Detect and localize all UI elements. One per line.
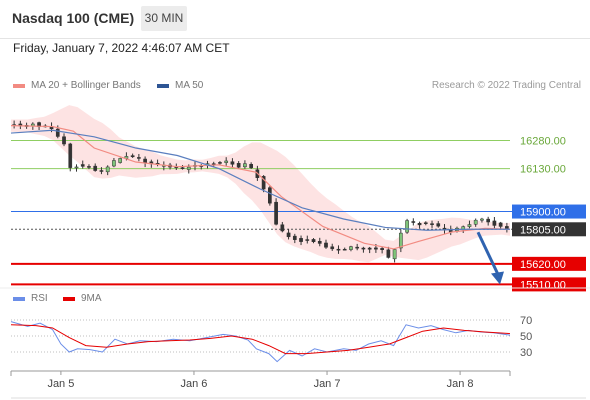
legend-ma50: MA 50 bbox=[157, 80, 203, 91]
candle-body bbox=[342, 248, 347, 251]
candle-body bbox=[55, 128, 60, 137]
candle-body bbox=[436, 223, 441, 227]
rsi-tick-30: 30 bbox=[520, 347, 532, 359]
candlesticks bbox=[12, 120, 509, 263]
candle-body bbox=[392, 249, 397, 260]
ma20-line bbox=[10, 125, 511, 250]
candle-body bbox=[80, 164, 85, 167]
candle-body bbox=[62, 136, 66, 145]
candle-body bbox=[268, 187, 272, 204]
level-badge-2 bbox=[512, 204, 586, 219]
legend-ma50-label: MA 50 bbox=[175, 80, 204, 91]
candle-body bbox=[411, 221, 416, 223]
bollinger-band-area bbox=[11, 105, 510, 263]
candle-body bbox=[417, 223, 422, 226]
candle-body bbox=[336, 248, 341, 251]
forecast-arrow-head bbox=[491, 271, 504, 285]
candle-body bbox=[99, 170, 104, 172]
level-label-1: 16130.00 bbox=[520, 164, 566, 176]
candle-body bbox=[243, 163, 247, 168]
legend-rsi-swatch bbox=[13, 296, 25, 301]
level-label-2: 15900.00 bbox=[520, 207, 566, 219]
copyright-text: Research © 2022 Trading Central bbox=[431, 80, 581, 91]
x-tick-label: Jan 5 bbox=[47, 378, 74, 390]
rsi-ma-line bbox=[10, 324, 511, 355]
candle-body bbox=[230, 161, 235, 165]
candle-body bbox=[473, 219, 478, 225]
level-badge-4 bbox=[512, 256, 586, 271]
level-label-5: 15510.00 bbox=[520, 279, 566, 291]
legend-rsi-ma-label: 9MA bbox=[81, 293, 102, 304]
candle-body bbox=[423, 222, 428, 224]
candle-body bbox=[311, 239, 316, 243]
level-badge-3 bbox=[512, 222, 586, 237]
candle-body bbox=[386, 249, 391, 258]
legend-ma20-label: MA 20 + Bollinger Bands bbox=[31, 80, 141, 91]
x-tick-label: Jan 7 bbox=[314, 378, 341, 390]
candle-body bbox=[498, 222, 503, 227]
candle-body bbox=[292, 235, 297, 240]
candle-body bbox=[280, 224, 285, 232]
rsi-tick-70: 70 bbox=[520, 315, 532, 327]
legend-rsi-label: RSI bbox=[31, 293, 48, 304]
candle-body bbox=[355, 246, 360, 249]
rsi-tick-50: 50 bbox=[520, 331, 532, 343]
candle-body bbox=[112, 160, 116, 167]
chart-datetime: Friday, January 7, 2022 4:46:07 AM CET bbox=[13, 41, 230, 55]
legend-ma20-bb: MA 20 + Bollinger Bands bbox=[13, 80, 141, 91]
candle-body bbox=[186, 166, 191, 170]
candle-body bbox=[180, 167, 185, 169]
level-label-3: 15805.00 bbox=[520, 224, 566, 236]
candle-body bbox=[87, 166, 91, 168]
instrument-title: Nasdaq 100 (CME) bbox=[12, 10, 135, 26]
x-tick-label: Jan 6 bbox=[181, 378, 208, 390]
rsi-line bbox=[10, 321, 511, 363]
chart-header: Nasdaq 100 (CME) 30 MIN bbox=[0, 0, 590, 39]
candle-body bbox=[218, 162, 222, 164]
candle-body bbox=[330, 246, 335, 250]
timeframe-button[interactable]: 30 MIN bbox=[141, 6, 187, 31]
candle-body bbox=[118, 158, 123, 163]
candle-body bbox=[286, 232, 291, 238]
candle-body bbox=[486, 218, 491, 223]
candle-body bbox=[74, 166, 79, 169]
candle-body bbox=[492, 220, 497, 226]
candle-body bbox=[93, 165, 98, 171]
legend-ma20-swatch bbox=[13, 83, 25, 88]
candle-body bbox=[380, 248, 384, 250]
candle-body bbox=[374, 247, 378, 250]
candle-body bbox=[261, 176, 266, 190]
legend-ma50-swatch bbox=[157, 83, 169, 88]
legend-rsi-ma-swatch bbox=[63, 296, 75, 301]
legend-rsi-ma: 9MA bbox=[63, 293, 102, 304]
candle-body bbox=[324, 242, 328, 248]
candle-body bbox=[398, 232, 403, 249]
candle-body bbox=[68, 143, 73, 168]
candle-body bbox=[236, 163, 241, 168]
candle-body bbox=[105, 166, 110, 173]
candle-body bbox=[130, 155, 135, 158]
candle-body bbox=[299, 238, 303, 242]
candle-body bbox=[305, 239, 310, 241]
candle-body bbox=[480, 218, 484, 221]
candle-body bbox=[405, 220, 409, 233]
legend-rsi: RSI bbox=[13, 293, 48, 304]
candle-body bbox=[137, 157, 141, 159]
candle-body bbox=[367, 247, 372, 250]
candle-body bbox=[274, 201, 278, 225]
level-label-0: 16280.00 bbox=[520, 136, 566, 148]
candle-body bbox=[249, 164, 253, 169]
forecast-arrow-shaft bbox=[476, 231, 501, 278]
candle-body bbox=[430, 223, 434, 225]
level-label-4: 15620.00 bbox=[520, 259, 566, 271]
candle-body bbox=[361, 247, 366, 250]
candle-body bbox=[224, 160, 229, 163]
candle-body bbox=[467, 224, 472, 227]
candle-body bbox=[317, 240, 322, 244]
ma50-line bbox=[10, 129, 510, 231]
x-tick-label: Jan 8 bbox=[447, 378, 474, 390]
candle-body bbox=[349, 246, 353, 250]
